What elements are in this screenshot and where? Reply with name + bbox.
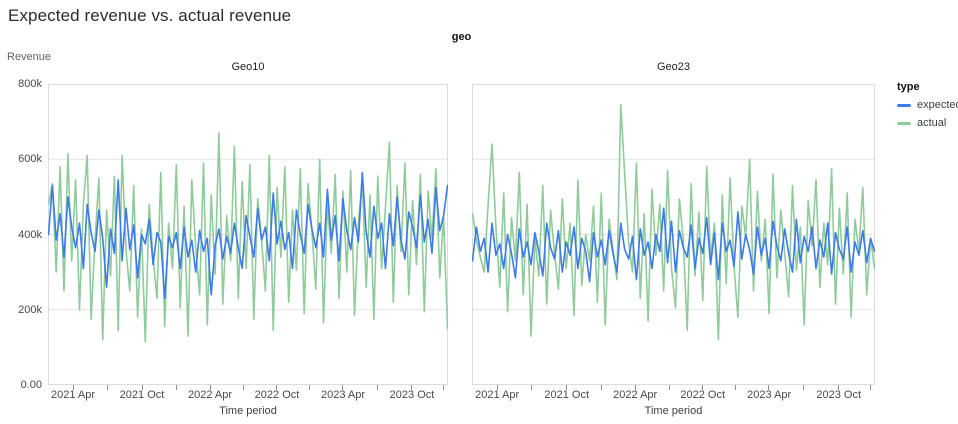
legend-item-actual[interactable]: actual	[897, 117, 958, 129]
y-tick-label: 400k	[18, 228, 42, 241]
y-tick-label: 0.00	[20, 379, 42, 391]
facet-title: Geo23	[656, 61, 691, 73]
facet-title: Geo10	[231, 61, 265, 73]
y-tick-label: 600k	[18, 153, 42, 166]
x-tick-label: 2022 Apr	[613, 389, 658, 401]
y-axis-title: Revenue	[7, 51, 52, 63]
facet-field-header: geo	[451, 31, 472, 43]
x-tick-label: 2021 Oct	[119, 389, 165, 401]
y-tick-label: 200k	[18, 303, 42, 316]
legend-label: actual	[917, 117, 947, 129]
series-line-actual	[48, 132, 448, 343]
facet-geo23: Geo23 Time period 2021 Apr 2021 Oct 2022 A…	[472, 61, 875, 424]
x-axis-title: Time period	[219, 405, 277, 417]
x-tick-label: 2021 Apr	[475, 389, 520, 401]
series-line-actual	[472, 103, 875, 341]
x-tick-label: 2023 Apr	[747, 389, 792, 401]
series-line-expected	[472, 207, 875, 283]
expected-line-swatch-icon	[897, 103, 911, 107]
x-tick-label: 2023 Oct	[389, 389, 435, 401]
page-title: Expected revenue vs. actual revenue	[8, 6, 292, 25]
actual-line-swatch-icon	[897, 121, 911, 125]
legend-item-expected[interactable]: expected	[897, 99, 958, 111]
line-chart-geo10[interactable]	[48, 84, 448, 392]
series-line-expected	[48, 171, 448, 300]
x-tick-label: 2023 Oct	[816, 389, 862, 401]
x-tick-label: 2022 Oct	[680, 389, 726, 401]
x-tick-label: 2022 Apr	[187, 389, 233, 401]
legend-title: type	[897, 81, 920, 93]
x-tick-label: 2021 Oct	[544, 389, 590, 401]
x-tick-label: 2021 Apr	[50, 389, 96, 401]
y-tick-label: 800k	[18, 78, 42, 90]
legend-label: expected	[917, 99, 958, 111]
facet-geo10: Geo10 Time period 2021 Apr 2021 Oct 2022 A…	[48, 61, 448, 424]
x-axis-title: Time period	[644, 405, 703, 417]
line-chart-geo23[interactable]	[472, 84, 875, 392]
x-tick-label: 2022 Oct	[254, 389, 300, 401]
x-tick-label: 2023 Apr	[320, 389, 366, 401]
legend: type expected actual	[897, 81, 958, 135]
